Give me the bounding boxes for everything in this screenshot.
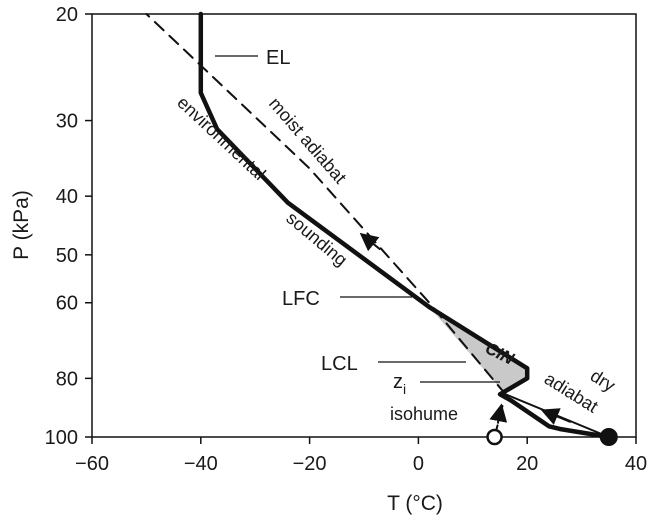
y-tick-label: 40 <box>56 186 78 208</box>
plot-frame <box>91 13 637 438</box>
isohume-label: isohume <box>390 404 458 424</box>
surface-parcel-point <box>599 428 618 446</box>
dewpoint-point <box>486 428 503 446</box>
y-axis-title: P (kPa) <box>10 190 33 260</box>
x-axis-title: T (°C) <box>387 492 443 515</box>
x-tick-label: 40 <box>625 453 647 475</box>
y-tick-label: 100 <box>45 427 78 449</box>
y-tick-label: 20 <box>56 4 78 26</box>
y-tick-label: 60 <box>56 293 78 315</box>
x-tick-label: −20 <box>293 453 327 475</box>
x-tick-label: 0 <box>413 453 424 475</box>
zi-label: zi <box>393 371 406 397</box>
y-tick-label: 50 <box>56 245 78 267</box>
x-tick-label: 20 <box>516 453 538 475</box>
y-tick-label: 30 <box>56 111 78 133</box>
chart-marks: EL LFC LCL zi isohume moist adiabatenvironmen… <box>145 11 619 446</box>
el-label: EL <box>266 47 290 69</box>
lcl-label: LCL <box>321 353 358 375</box>
y-tick-label: 80 <box>56 368 78 390</box>
moist-adiabat-arrow <box>359 232 381 252</box>
axis-ticks: −60 −40 −20 0 20 40 20 30 40 50 60 80 100 <box>45 4 648 475</box>
cin-area <box>429 307 528 395</box>
environmental-label: environmental <box>173 92 269 184</box>
x-tick-label: −40 <box>184 453 218 475</box>
environmental-sounding-line <box>198 11 612 440</box>
moist-adiabat-label: moist adiabat <box>265 94 350 188</box>
sounding-label: sounding <box>282 208 351 270</box>
x-tick-label: −60 <box>75 453 109 475</box>
isohume-arrow <box>489 403 508 424</box>
dry-adiabat-arrow <box>540 408 572 425</box>
dry-label: dry <box>587 365 619 395</box>
lfc-label: LFC <box>282 288 320 310</box>
